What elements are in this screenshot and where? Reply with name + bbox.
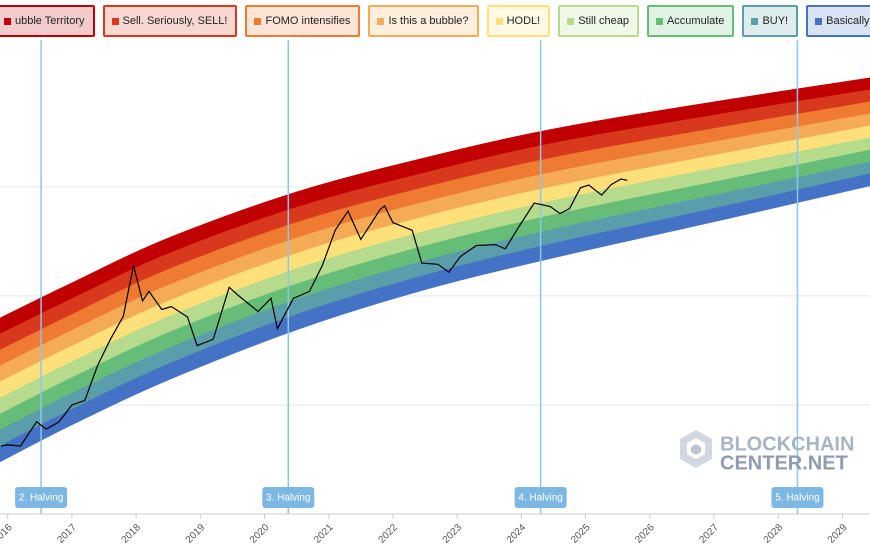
legend-label: BUY! <box>762 15 789 27</box>
legend-label: HODL! <box>506 15 541 27</box>
legend-swatch <box>751 17 759 25</box>
legend-swatch <box>567 17 575 25</box>
x-tick-label: 2027 <box>697 522 721 546</box>
legend-label: FOMO intensifies <box>265 15 351 27</box>
legend-label: Still cheap <box>578 15 629 27</box>
price <box>1 178 628 447</box>
legend-swatch <box>815 17 823 25</box>
legend-item[interactable]: Is this a bubble? <box>368 5 479 37</box>
legend-swatch <box>111 17 119 25</box>
x-tick-label: 2022 <box>376 522 400 546</box>
halvings: 2. Halving 3. Halving 4. Halving 5. Halving <box>15 40 824 514</box>
watermark: BLOCKCHAIN <box>720 433 854 455</box>
x-tick-label: 2021 <box>312 522 336 546</box>
legend-item[interactable]: Accumulate <box>646 5 735 37</box>
price-line <box>1 178 628 447</box>
legend-item[interactable]: HODL! <box>486 5 551 37</box>
legend-swatch <box>655 17 663 25</box>
halving-label-box <box>15 487 68 508</box>
legend-label: ubble Territory <box>15 15 85 27</box>
x-tick-label: 2029 <box>826 522 850 546</box>
x-axis: 2016 2017 2018 2019 2020 2021 2022 2023 2024 2025… <box>0 513 870 546</box>
halving-label: 2. Halving <box>19 493 63 504</box>
legend-item[interactable]: Still cheap <box>558 5 639 37</box>
legend-item[interactable]: ubble Territory <box>0 5 95 37</box>
halving-label-box <box>262 487 315 508</box>
legend-item[interactable]: Basically a Fi <box>806 5 870 37</box>
x-tick-label: 2025 <box>569 522 593 546</box>
halving-label: 5. Halving <box>775 493 819 504</box>
x-tick-label: 2026 <box>633 522 657 546</box>
legend-item[interactable]: Sell. Seriously, SELL! <box>102 5 238 37</box>
halving-label-box <box>514 487 567 508</box>
halving-label-box <box>771 487 824 508</box>
legend-label: Sell. Seriously, SELL! <box>122 15 228 27</box>
legend-label: Accumulate <box>666 15 725 27</box>
x-tick-label: 2017 <box>55 522 79 546</box>
legend-label: Is this a bubble? <box>388 15 469 27</box>
bands <box>0 77 870 463</box>
x-tick-label: 2016 <box>0 522 15 546</box>
watermark: CENTER.NET <box>720 452 848 474</box>
legend-swatch <box>495 17 503 25</box>
x-tick-label: 2020 <box>248 522 272 546</box>
legend-item[interactable]: BUY! <box>742 5 799 37</box>
x-tick-label: 2028 <box>762 522 786 546</box>
legend-swatch <box>4 17 11 25</box>
legend-label: Basically a Fi <box>826 15 870 27</box>
halving-label: 4. Halving <box>518 493 562 504</box>
band <box>0 173 870 463</box>
x-tick-label: 2018 <box>120 522 144 546</box>
watermark-logo <box>680 430 712 468</box>
x-tick-label: 2023 <box>441 522 465 546</box>
legend-item[interactable]: FOMO intensifies <box>245 5 361 37</box>
legend-swatch <box>377 17 385 25</box>
halving-label: 3. Halving <box>266 493 310 504</box>
x-tick-label: 2019 <box>184 522 208 546</box>
x-tick-label: 2024 <box>505 522 529 546</box>
legend: ubble Territory Sell. Seriously, SELL! FOM… <box>0 5 870 37</box>
legend-swatch <box>254 17 262 25</box>
